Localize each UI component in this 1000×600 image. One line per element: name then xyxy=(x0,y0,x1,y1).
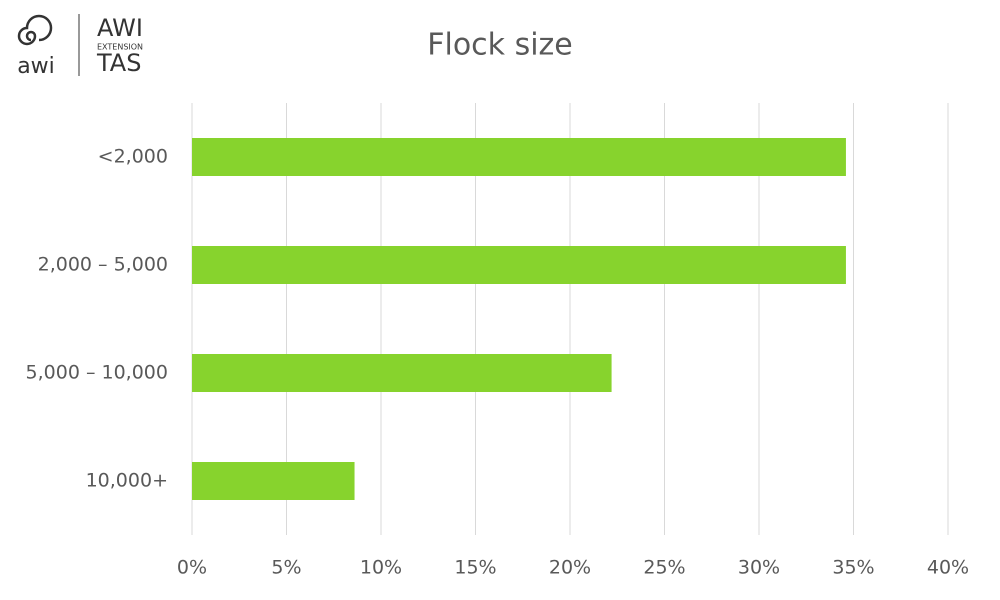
x-tick-label: 15% xyxy=(454,557,496,579)
x-tick-label: 40% xyxy=(927,557,969,579)
x-tick-label: 30% xyxy=(738,557,780,579)
x-tick-label: 10% xyxy=(360,557,402,579)
logo-mark: awi xyxy=(17,54,55,79)
bar xyxy=(192,138,846,176)
bar xyxy=(192,246,846,284)
logo-spiral xyxy=(17,14,53,46)
x-tick-label: 5% xyxy=(271,557,301,579)
logo-name: AWI xyxy=(97,14,143,42)
bar xyxy=(192,462,355,500)
y-tick-label: 10,000+ xyxy=(86,470,168,492)
logo: awi AWI EXTENSION TAS xyxy=(17,14,143,79)
y-tick-label: <2,000 xyxy=(98,146,168,168)
y-tick-label: 2,000 – 5,000 xyxy=(38,254,168,276)
bar xyxy=(192,354,612,392)
logo-tag: EXTENSION xyxy=(97,43,143,52)
chart-title: Flock size xyxy=(427,28,573,63)
x-tick-label: 35% xyxy=(832,557,874,579)
logo-region: TAS xyxy=(96,49,141,77)
x-tick-label: 20% xyxy=(549,557,591,579)
x-tick-label: 25% xyxy=(643,557,685,579)
y-tick-label: 5,000 – 10,000 xyxy=(26,362,168,384)
x-tick-label: 0% xyxy=(177,557,207,579)
